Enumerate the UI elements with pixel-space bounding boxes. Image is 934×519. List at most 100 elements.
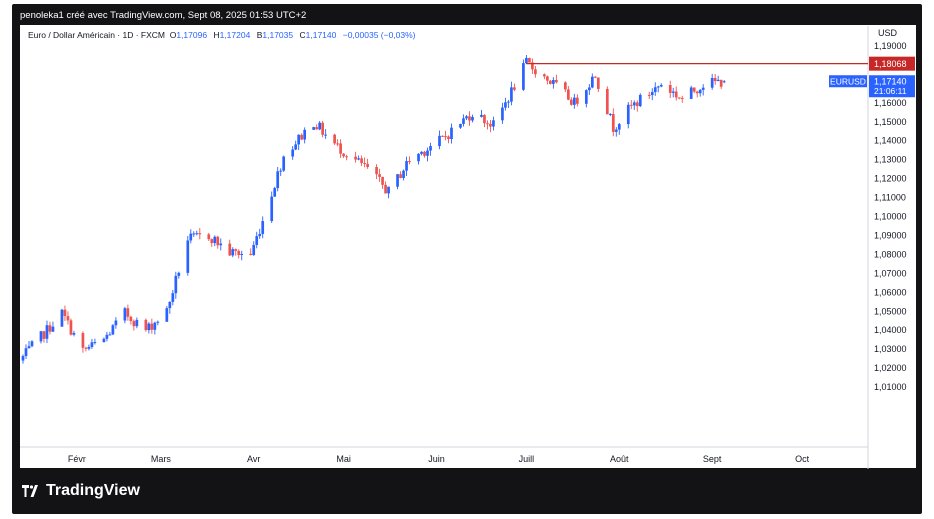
candle-body: [30, 341, 34, 347]
candle-body: [593, 76, 597, 78]
candle-body: [420, 151, 423, 154]
candle-body: [249, 253, 253, 255]
x-tick-label: Févr: [68, 454, 86, 464]
candle-body: [48, 325, 52, 332]
candle-body: [689, 87, 693, 99]
candle-body: [513, 87, 516, 90]
level-price-tag: [869, 56, 915, 71]
close-value: 1,17140: [305, 30, 337, 40]
x-tick-label: Avr: [247, 454, 260, 464]
candle-body: [534, 69, 537, 75]
candle-body: [231, 249, 235, 256]
candle-body: [486, 123, 489, 125]
open-label: O: [169, 30, 177, 40]
candle-body: [129, 316, 133, 322]
candle-body: [192, 233, 196, 235]
candle-body: [381, 176, 384, 185]
y-tick-label: 1,19000: [874, 41, 907, 51]
candle-body: [177, 272, 181, 276]
candle-body: [590, 76, 594, 88]
candle-body: [282, 156, 286, 171]
candle-body: [51, 326, 55, 332]
candle-body: [357, 158, 360, 160]
candle-body: [378, 174, 381, 177]
y-tick-label: 1,06000: [874, 287, 907, 297]
candle-body: [698, 89, 702, 94]
axes: 1,01000 1,02000 1,03000 1,04000 1,05000 1,060…: [20, 26, 915, 469]
candle-body: [342, 153, 345, 157]
candle-body: [375, 167, 378, 175]
low-value: 1,17035: [262, 30, 294, 40]
candle-body: [444, 136, 447, 138]
candle-body: [716, 79, 720, 82]
candle-body: [198, 233, 202, 235]
candle-body: [507, 101, 510, 103]
y-tick-label: 1,07000: [874, 268, 907, 278]
candle-body: [270, 196, 274, 222]
candle-body: [132, 321, 136, 327]
candle-body: [240, 253, 244, 255]
candle-body: [531, 62, 534, 70]
candle-body: [504, 102, 507, 108]
candle-body: [653, 87, 657, 93]
candle-body: [63, 309, 67, 317]
symbol-tag: [829, 75, 867, 88]
y-tick-label: 1,10000: [874, 212, 907, 222]
candle-body: [165, 308, 169, 322]
candle-body: [719, 79, 723, 87]
candle-body: [570, 99, 573, 105]
candle-body: [261, 221, 265, 234]
candle-body: [528, 57, 531, 63]
candle-body: [438, 135, 441, 147]
candles: [21, 54, 726, 364]
candle-body: [447, 136, 450, 139]
candle-body: [722, 81, 726, 83]
candle-body: [150, 323, 154, 330]
candle-body: [674, 91, 678, 98]
candle-body: [387, 186, 390, 194]
candle-body: [480, 114, 483, 117]
low-label: B: [256, 30, 263, 40]
candle-body: [66, 316, 70, 321]
candle-body: [671, 91, 675, 93]
candle-body: [297, 134, 301, 145]
candle-body: [42, 331, 46, 339]
candle-body: [543, 74, 546, 77]
candle-body: [617, 124, 621, 130]
y-tick-label: 1,16000: [874, 98, 907, 108]
candle-body: [315, 127, 318, 130]
candle-body: [210, 239, 214, 244]
x-tick-label: Août: [610, 454, 629, 464]
y-tick-label: 1,02000: [874, 363, 907, 373]
candle-body: [114, 320, 118, 326]
chart-panel[interactable]: [20, 25, 916, 468]
y-tick-label: 1,01000: [874, 382, 907, 392]
candle-body: [39, 331, 43, 342]
candle-body: [363, 163, 366, 165]
countdown-label: 21:06:11: [874, 86, 907, 96]
tradingview-logo[interactable]: TradingView: [22, 482, 140, 500]
candle-body: [237, 250, 241, 255]
candle-body: [24, 348, 28, 357]
candle-body: [695, 91, 699, 94]
candle-body: [90, 342, 94, 347]
x-tick-label: Mai: [336, 454, 351, 464]
candle-body: [321, 122, 324, 135]
candle-body: [656, 86, 660, 88]
candle-body: [555, 79, 558, 83]
candle-body: [710, 78, 714, 88]
y-tick-label: 1,04000: [874, 325, 907, 335]
candle-body: [587, 87, 591, 91]
candle-body: [668, 85, 672, 93]
candle-body: [692, 87, 696, 92]
candle-body: [408, 161, 411, 163]
candle-body: [279, 170, 283, 172]
candle-body: [483, 114, 486, 124]
candle-body: [174, 275, 178, 294]
candle-body: [462, 118, 465, 124]
candle-body: [360, 158, 363, 164]
candle-body: [171, 293, 175, 302]
candle-body: [87, 346, 91, 349]
candle-body: [677, 97, 681, 99]
